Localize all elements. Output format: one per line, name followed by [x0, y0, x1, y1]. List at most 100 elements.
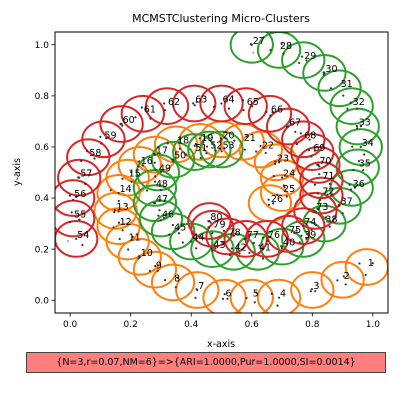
data-point: [163, 109, 167, 112]
micro-cluster-circle-15: [105, 158, 150, 197]
micro-cluster-circle-49: [135, 153, 181, 192]
micro-cluster-label-24: 24: [283, 169, 295, 180]
data-point: [359, 125, 362, 128]
micro-cluster-label-48: 48: [156, 179, 168, 190]
data-point: [68, 194, 72, 197]
data-point: [352, 168, 355, 172]
data-point: [255, 150, 258, 153]
y-tick-label: 0.2: [35, 245, 49, 255]
data-point: [100, 142, 103, 145]
micro-cluster-label-80: 80: [210, 212, 222, 223]
micro-cluster-label-52: 52: [210, 141, 222, 152]
data-point: [194, 142, 197, 146]
data-point: [302, 225, 305, 228]
data-point: [130, 180, 133, 183]
micro-cluster-circle-80: [187, 202, 232, 240]
data-point: [280, 42, 283, 46]
data-point: [205, 145, 209, 148]
data-point: [282, 52, 285, 55]
data-point: [74, 195, 78, 199]
micro-cluster-label-38: 38: [325, 215, 337, 226]
data-point: [277, 296, 281, 299]
data-point: [67, 240, 70, 243]
micro-cluster-circle-71: [299, 161, 344, 200]
data-point: [117, 191, 120, 195]
micro-cluster-circle-5: [229, 278, 274, 313]
data-point: [134, 116, 137, 119]
data-point: [220, 150, 223, 153]
data-point: [233, 139, 236, 142]
data-point: [294, 130, 297, 133]
micro-cluster-label-73: 73: [316, 202, 328, 213]
data-point: [170, 158, 174, 161]
data-point: [353, 186, 356, 189]
data-point: [341, 81, 344, 84]
micro-cluster-label-9: 9: [156, 261, 162, 272]
micro-cluster-label-45: 45: [174, 222, 186, 233]
data-point: [272, 202, 275, 205]
micro-cluster-label-63: 63: [195, 95, 207, 106]
y-tick-label: 0.8: [35, 92, 50, 102]
micro-cluster-label-61: 61: [144, 105, 156, 116]
data-point: [295, 229, 298, 232]
data-point: [219, 139, 222, 143]
micro-cluster-label-19: 19: [201, 133, 213, 144]
micro-cluster-label-31: 31: [341, 79, 353, 90]
data-point: [252, 241, 255, 245]
data-point: [253, 301, 256, 304]
data-point: [214, 247, 217, 250]
data-point: [121, 124, 124, 127]
data-point: [313, 183, 317, 186]
micro-cluster-label-77: 77: [247, 230, 259, 241]
data-point: [221, 297, 225, 300]
data-point: [99, 135, 102, 138]
micro-cluster-label-21: 21: [244, 133, 256, 144]
micro-cluster-label-23: 23: [277, 153, 289, 164]
micro-cluster-label-29: 29: [304, 51, 316, 62]
data-point: [69, 221, 72, 224]
micro-cluster-label-36: 36: [353, 179, 365, 190]
data-point: [269, 49, 272, 52]
data-point: [223, 147, 226, 150]
micro-cluster-circle-51: [172, 133, 217, 171]
axis-ticks: 0.0 0.2 0.4 0.6 0.8 1.0 0.0 0.2 0.4 0.6 0.8 1.0: [35, 41, 381, 330]
data-point: [310, 288, 314, 291]
micro-cluster-label-71: 71: [322, 171, 334, 182]
data-point: [271, 111, 274, 114]
data-point: [283, 185, 286, 189]
data-point: [162, 216, 166, 219]
data-point: [159, 170, 163, 173]
data-point: [280, 245, 283, 248]
data-point: [351, 145, 354, 148]
x-tick-label: 1.0: [366, 320, 381, 330]
data-point: [249, 43, 253, 46]
micro-cluster-label-75: 75: [289, 225, 301, 236]
micro-cluster-circle-34: [338, 128, 383, 166]
data-point: [298, 241, 301, 244]
micro-cluster-circle-47: [132, 184, 178, 223]
data-point: [149, 117, 152, 120]
data-point: [137, 257, 140, 260]
micro-cluster-circle-70: [296, 145, 341, 184]
data-point: [223, 292, 226, 296]
micro-cluster-label-18: 18: [177, 135, 189, 146]
data-point: [336, 279, 339, 282]
plot-frame: [54, 31, 389, 314]
data-point: [181, 241, 184, 244]
data-point: [316, 207, 319, 210]
data-point: [309, 290, 312, 293]
data-point: [259, 144, 262, 148]
micro-cluster-label-42: 42: [235, 243, 247, 254]
micro-cluster-label-35: 35: [359, 158, 371, 169]
micro-cluster-label-74: 74: [304, 217, 316, 228]
data-point: [84, 182, 87, 185]
data-point: [307, 148, 310, 152]
micro-cluster-circle-27: [229, 32, 274, 64]
data-point: [172, 160, 175, 163]
data-point: [265, 110, 268, 113]
data-point: [371, 262, 374, 265]
data-point: [177, 232, 181, 235]
data-point: [72, 198, 75, 201]
data-point: [190, 240, 193, 243]
x-tick-label: 0.4: [184, 320, 199, 330]
